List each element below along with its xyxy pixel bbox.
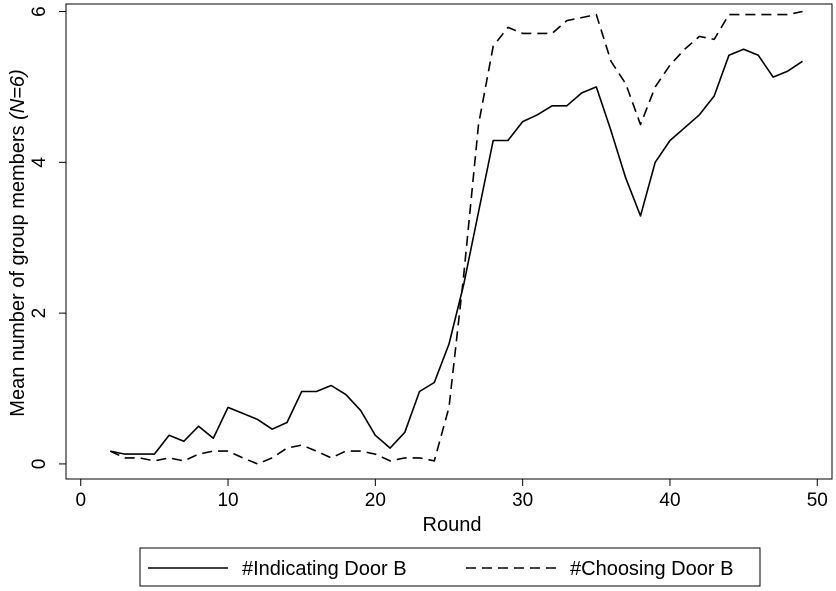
y-axis-title: Mean number of group members (N=6) <box>7 69 29 416</box>
plot-frame <box>65 3 833 480</box>
axes <box>65 3 833 480</box>
x-tick-label: 30 <box>512 490 533 511</box>
series-line-indicating-door-b <box>110 48 803 455</box>
y-axis-title-main: Mean number of group members <box>7 120 29 417</box>
x-tick-label: 50 <box>807 490 828 511</box>
y-tick-label: 0 <box>29 459 50 470</box>
x-axis-title: Round <box>423 514 482 536</box>
legend-box <box>139 547 761 587</box>
legend: #Indicating Door B #Choosing Door B <box>139 547 761 587</box>
y-tick-label: 4 <box>29 157 50 168</box>
x-tick-label: 0 <box>75 490 86 511</box>
series-layer <box>109 10 803 465</box>
y-axis-title-italic: (N=6) <box>7 69 29 120</box>
x-tick-label: 20 <box>365 490 386 511</box>
series-line-choosing-door-b <box>109 10 803 465</box>
legend-label-indicating: #Indicating Door B <box>242 558 407 580</box>
legend-label-choosing: #Choosing Door B <box>570 558 733 580</box>
y-tick-label: 2 <box>29 308 50 319</box>
ticks: 0 10 20 30 40 50 0 2 4 6 <box>29 6 828 511</box>
x-tick-label: 10 <box>217 490 238 511</box>
x-tick-label: 40 <box>659 490 680 511</box>
y-tick-label: 6 <box>29 6 50 17</box>
